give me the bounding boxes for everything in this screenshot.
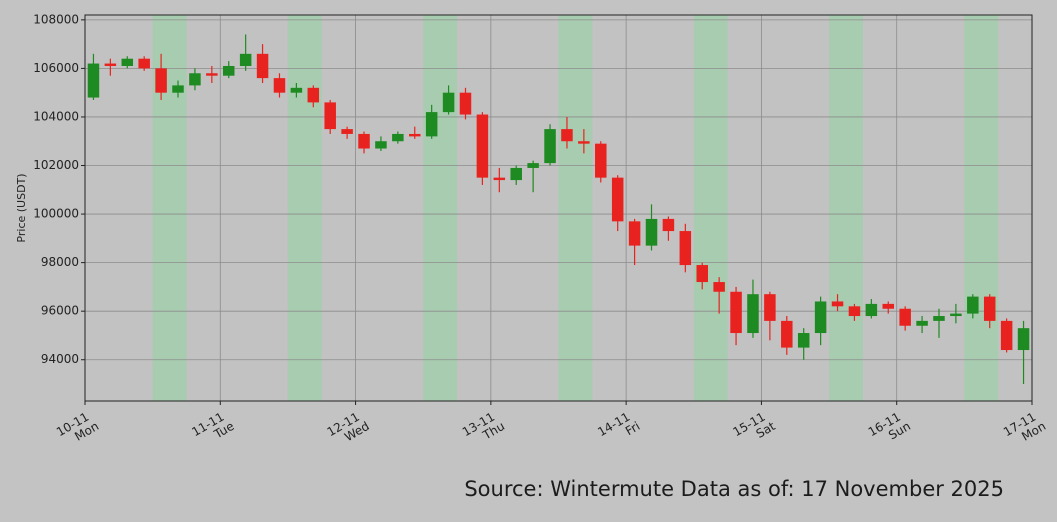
candle-body	[1000, 320, 1013, 351]
candle-body	[882, 303, 895, 309]
weekend-shade	[423, 15, 458, 401]
candle-body	[138, 58, 150, 69]
x-tick-weekday: Fri	[623, 419, 642, 438]
candle-body	[747, 294, 759, 334]
candle-body	[797, 333, 810, 348]
candle-body	[865, 303, 878, 317]
y-tick-label: 102000	[33, 158, 79, 172]
candle-body	[290, 87, 303, 93]
candle-body	[425, 112, 438, 137]
candle-body	[730, 291, 742, 334]
candle-body	[307, 87, 320, 103]
candle-body	[595, 143, 607, 178]
candle-body	[459, 92, 472, 115]
candle-body	[510, 167, 522, 181]
candle-body	[358, 133, 370, 149]
y-tick-label: 108000	[33, 12, 79, 26]
candle-body	[713, 282, 725, 292]
candle-body	[814, 301, 827, 334]
candle-body	[578, 141, 590, 144]
candle-body	[104, 63, 117, 66]
candle-body	[831, 301, 844, 307]
candle-body	[409, 133, 421, 137]
footer: Source: Wintermute Data as of: 17 Novemb…	[464, 477, 1004, 501]
candle-body	[696, 265, 708, 283]
candle-body	[189, 73, 201, 86]
candle-body	[1017, 328, 1030, 351]
candle-body	[324, 102, 336, 130]
candle-body	[121, 58, 134, 66]
candle-body	[645, 218, 658, 246]
y-tick-label: 104000	[33, 109, 79, 123]
weekend-shade	[693, 15, 728, 401]
y-tick-label: 94000	[41, 352, 79, 366]
candle-body	[628, 221, 641, 246]
candle-body	[172, 85, 184, 93]
weekend-shade	[558, 15, 593, 401]
y-tick-label: 96000	[41, 304, 79, 318]
candle-body	[442, 92, 455, 113]
candle-body	[544, 129, 556, 164]
candle-body	[950, 313, 962, 317]
weekend-shade	[964, 15, 999, 401]
candle-body	[87, 63, 100, 98]
candle-body	[611, 177, 624, 222]
candle-body	[933, 316, 945, 321]
candle-body	[983, 296, 996, 321]
candle-body	[781, 320, 793, 348]
candle-body	[273, 78, 286, 93]
weekend-shade	[287, 15, 322, 401]
candle-body	[206, 73, 218, 76]
candle-body	[916, 320, 928, 326]
candle-body	[256, 53, 269, 79]
candle-body	[493, 177, 506, 181]
candle-body	[848, 306, 861, 317]
candle-body	[679, 231, 692, 266]
y-tick-label: 106000	[33, 61, 79, 75]
candle-body	[375, 141, 387, 149]
candle-body	[662, 218, 675, 232]
y-tick-label: 98000	[41, 255, 79, 269]
candle-body	[155, 68, 167, 93]
y-tick-label: 100000	[33, 207, 79, 221]
candle-body	[764, 294, 776, 321]
candle-body	[527, 163, 539, 168]
candle-body	[341, 129, 353, 134]
candle-body	[392, 133, 404, 142]
candle-body	[899, 308, 911, 326]
weekend-shade	[829, 15, 863, 401]
candle-body	[967, 296, 979, 314]
candle-body	[222, 65, 235, 76]
candle-body	[561, 129, 573, 142]
candle-body	[476, 114, 489, 178]
plot-frame	[84, 14, 1033, 402]
y-axis-label: Price (USDT)	[15, 173, 28, 242]
candle-body	[239, 53, 252, 66]
